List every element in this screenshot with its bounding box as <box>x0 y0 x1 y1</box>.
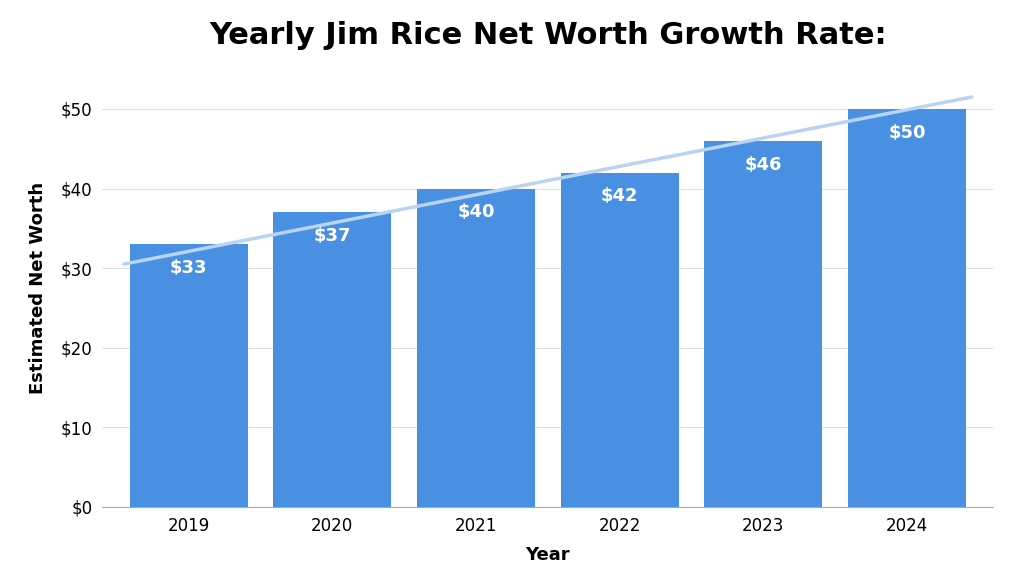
Bar <box>273 213 391 507</box>
Y-axis label: Estimated Net Worth: Estimated Net Worth <box>29 182 47 394</box>
Text: $46: $46 <box>744 156 782 173</box>
Title: Yearly Jim Rice Net Worth Growth Rate:: Yearly Jim Rice Net Worth Growth Rate: <box>209 21 887 50</box>
X-axis label: Year: Year <box>525 545 570 564</box>
Bar <box>130 244 248 507</box>
Bar <box>848 109 966 507</box>
Text: $42: $42 <box>601 187 638 206</box>
Bar <box>705 141 822 507</box>
Text: $50: $50 <box>888 124 926 142</box>
Text: $40: $40 <box>458 203 495 221</box>
Text: $37: $37 <box>313 228 351 245</box>
Bar <box>417 188 535 507</box>
Text: $33: $33 <box>170 259 208 277</box>
Bar <box>561 173 679 507</box>
